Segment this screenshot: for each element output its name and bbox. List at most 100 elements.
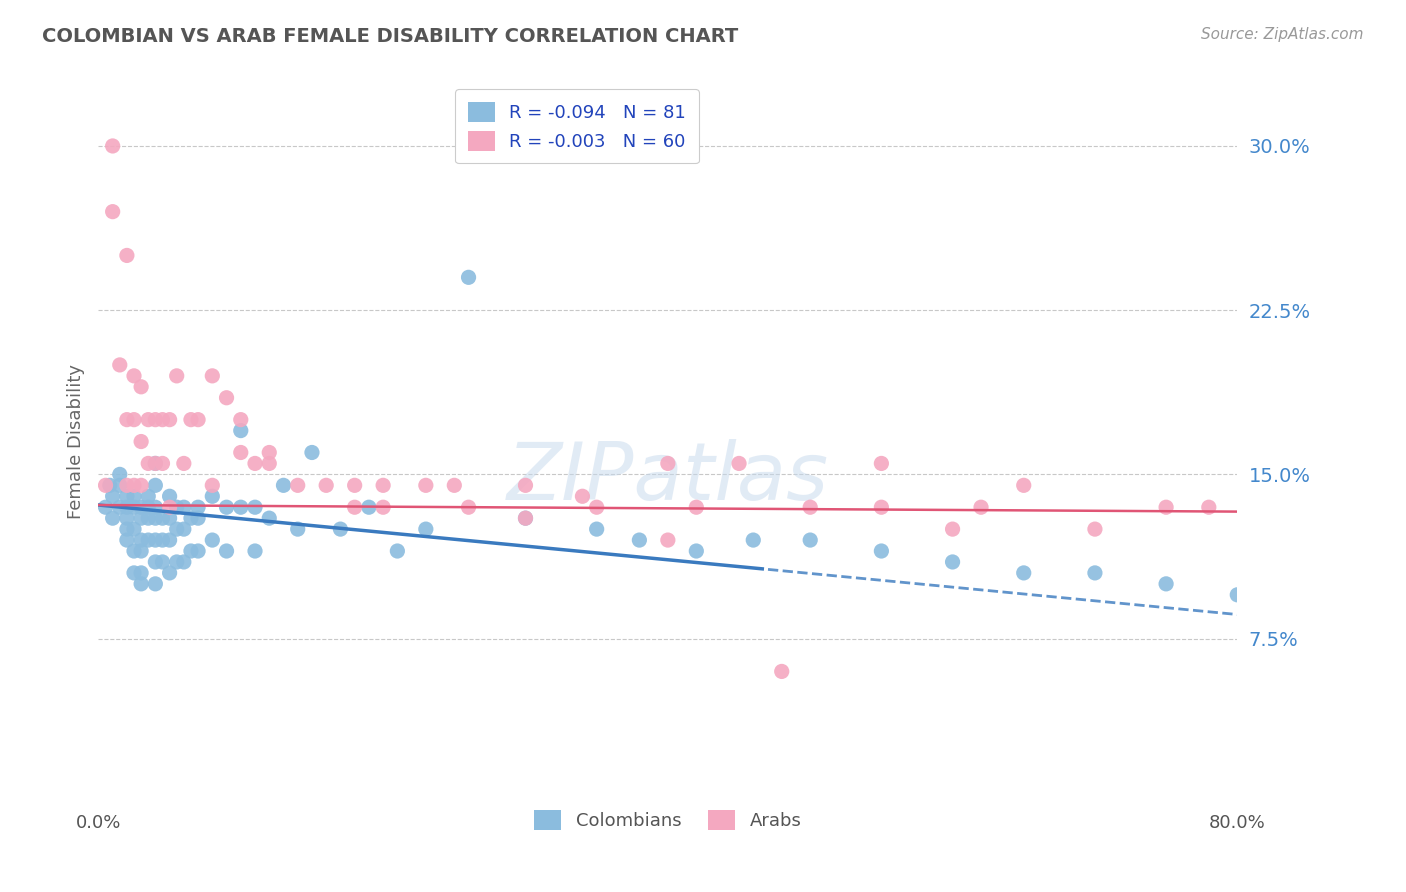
- Point: [942, 522, 965, 536]
- Point: [115, 248, 138, 262]
- Point: [1226, 588, 1249, 602]
- Point: [101, 204, 124, 219]
- Point: [201, 533, 224, 547]
- Point: [657, 457, 679, 471]
- Point: [343, 500, 366, 515]
- Point: [94, 500, 117, 515]
- Point: [122, 522, 145, 536]
- Point: [166, 522, 188, 536]
- Point: [187, 544, 209, 558]
- Point: [1084, 522, 1107, 536]
- Point: [122, 500, 145, 515]
- Point: [166, 368, 188, 383]
- Point: [108, 500, 131, 515]
- Point: [585, 500, 607, 515]
- Point: [159, 412, 181, 426]
- Point: [145, 511, 167, 525]
- Point: [180, 412, 202, 426]
- Point: [799, 500, 821, 515]
- Point: [315, 478, 337, 492]
- Point: [136, 489, 159, 503]
- Point: [115, 500, 138, 515]
- Point: [115, 478, 138, 492]
- Point: [329, 522, 352, 536]
- Point: [122, 478, 145, 492]
- Point: [136, 500, 159, 515]
- Point: [129, 533, 152, 547]
- Point: [136, 457, 159, 471]
- Text: ZIPatlas: ZIPatlas: [506, 439, 830, 516]
- Point: [187, 500, 209, 515]
- Point: [129, 434, 152, 449]
- Point: [145, 500, 167, 515]
- Point: [145, 555, 167, 569]
- Point: [357, 500, 380, 515]
- Point: [201, 478, 224, 492]
- Point: [215, 544, 238, 558]
- Point: [215, 391, 238, 405]
- Point: [201, 368, 224, 383]
- Point: [515, 478, 537, 492]
- Point: [129, 577, 152, 591]
- Point: [457, 500, 479, 515]
- Point: [129, 500, 152, 515]
- Point: [115, 412, 138, 426]
- Point: [187, 412, 209, 426]
- Legend: Colombians, Arabs: Colombians, Arabs: [527, 803, 808, 837]
- Point: [122, 412, 145, 426]
- Point: [159, 533, 181, 547]
- Point: [415, 522, 437, 536]
- Point: [129, 478, 152, 492]
- Point: [1012, 566, 1035, 580]
- Point: [145, 478, 167, 492]
- Point: [152, 533, 174, 547]
- Point: [115, 522, 138, 536]
- Point: [273, 478, 295, 492]
- Point: [201, 489, 224, 503]
- Point: [728, 457, 751, 471]
- Point: [173, 555, 195, 569]
- Point: [145, 533, 167, 547]
- Point: [870, 544, 893, 558]
- Point: [373, 500, 395, 515]
- Point: [657, 533, 679, 547]
- Point: [136, 533, 159, 547]
- Point: [180, 544, 202, 558]
- Point: [101, 489, 124, 503]
- Point: [571, 489, 593, 503]
- Point: [159, 500, 181, 515]
- Point: [515, 511, 537, 525]
- Point: [101, 139, 124, 153]
- Point: [136, 511, 159, 525]
- Point: [770, 665, 793, 679]
- Point: [799, 533, 821, 547]
- Point: [94, 478, 117, 492]
- Point: [259, 457, 281, 471]
- Point: [685, 544, 707, 558]
- Point: [243, 544, 266, 558]
- Point: [108, 358, 131, 372]
- Point: [145, 457, 167, 471]
- Point: [443, 478, 465, 492]
- Point: [628, 533, 651, 547]
- Point: [685, 500, 707, 515]
- Point: [343, 478, 366, 492]
- Point: [229, 412, 252, 426]
- Point: [1012, 478, 1035, 492]
- Point: [173, 500, 195, 515]
- Point: [1198, 500, 1220, 515]
- Point: [373, 478, 395, 492]
- Point: [187, 511, 209, 525]
- Point: [229, 445, 252, 459]
- Point: [115, 533, 138, 547]
- Point: [152, 511, 174, 525]
- Point: [145, 577, 167, 591]
- Point: [301, 445, 323, 459]
- Point: [115, 511, 138, 525]
- Point: [942, 555, 965, 569]
- Point: [145, 457, 167, 471]
- Point: [970, 500, 993, 515]
- Point: [115, 489, 138, 503]
- Point: [152, 555, 174, 569]
- Point: [229, 500, 252, 515]
